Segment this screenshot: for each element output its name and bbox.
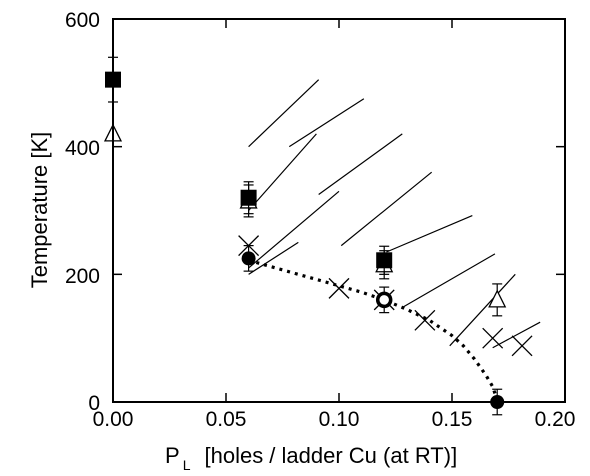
- x-tick-label: 0.20: [535, 408, 576, 431]
- hatch-line: [340, 171, 433, 247]
- hatch-line: [492, 321, 541, 349]
- x-axis-subscript: L: [183, 457, 191, 473]
- hatch-line: [449, 273, 516, 347]
- x-tick-label: 0.05: [206, 408, 247, 431]
- hatch-line: [386, 215, 473, 253]
- hatch-line: [248, 190, 340, 269]
- data-points-layer: [103, 56, 533, 416]
- x-axis-label-text: [holes / ladder Cu (at RT)]: [204, 443, 457, 468]
- open-triangle-marker: [488, 289, 507, 308]
- circle-ring-marker: [375, 291, 393, 309]
- filled-circle-marker: [241, 251, 256, 266]
- cross-marker: [414, 309, 436, 331]
- y-tick-label: 400: [65, 137, 100, 160]
- fit-curve-layer: [248, 258, 499, 401]
- x-tick-label: 0.10: [319, 408, 360, 431]
- x-axis-label: P L [holes / ladder Cu (at RT)]: [165, 443, 457, 473]
- y-tick-label: 600: [65, 9, 100, 32]
- y-axis-label: Temperature [K]: [27, 132, 52, 289]
- cross-marker: [328, 277, 350, 299]
- y-tick-label: 200: [65, 265, 100, 288]
- y-tick-label: 0: [88, 392, 100, 415]
- hatch-line: [318, 133, 403, 196]
- filled-square-marker: [240, 189, 257, 206]
- x-tick-label: 0.00: [93, 408, 134, 431]
- x-axis-symbol: P: [165, 443, 180, 468]
- x-tick-label: 0.15: [432, 408, 473, 431]
- hatch-line: [248, 133, 317, 211]
- hatch-region: [248, 79, 541, 349]
- cross-marker: [511, 335, 533, 357]
- hatch-line: [401, 253, 496, 309]
- cross-marker: [482, 327, 504, 349]
- hatch-line: [248, 79, 320, 148]
- filled-square-marker: [376, 252, 393, 269]
- hatch-line: [248, 241, 299, 275]
- hatch-line: [288, 98, 365, 148]
- fit-curve: [248, 258, 499, 401]
- plot-frame: [112, 18, 566, 403]
- axis-ticks: [113, 19, 565, 402]
